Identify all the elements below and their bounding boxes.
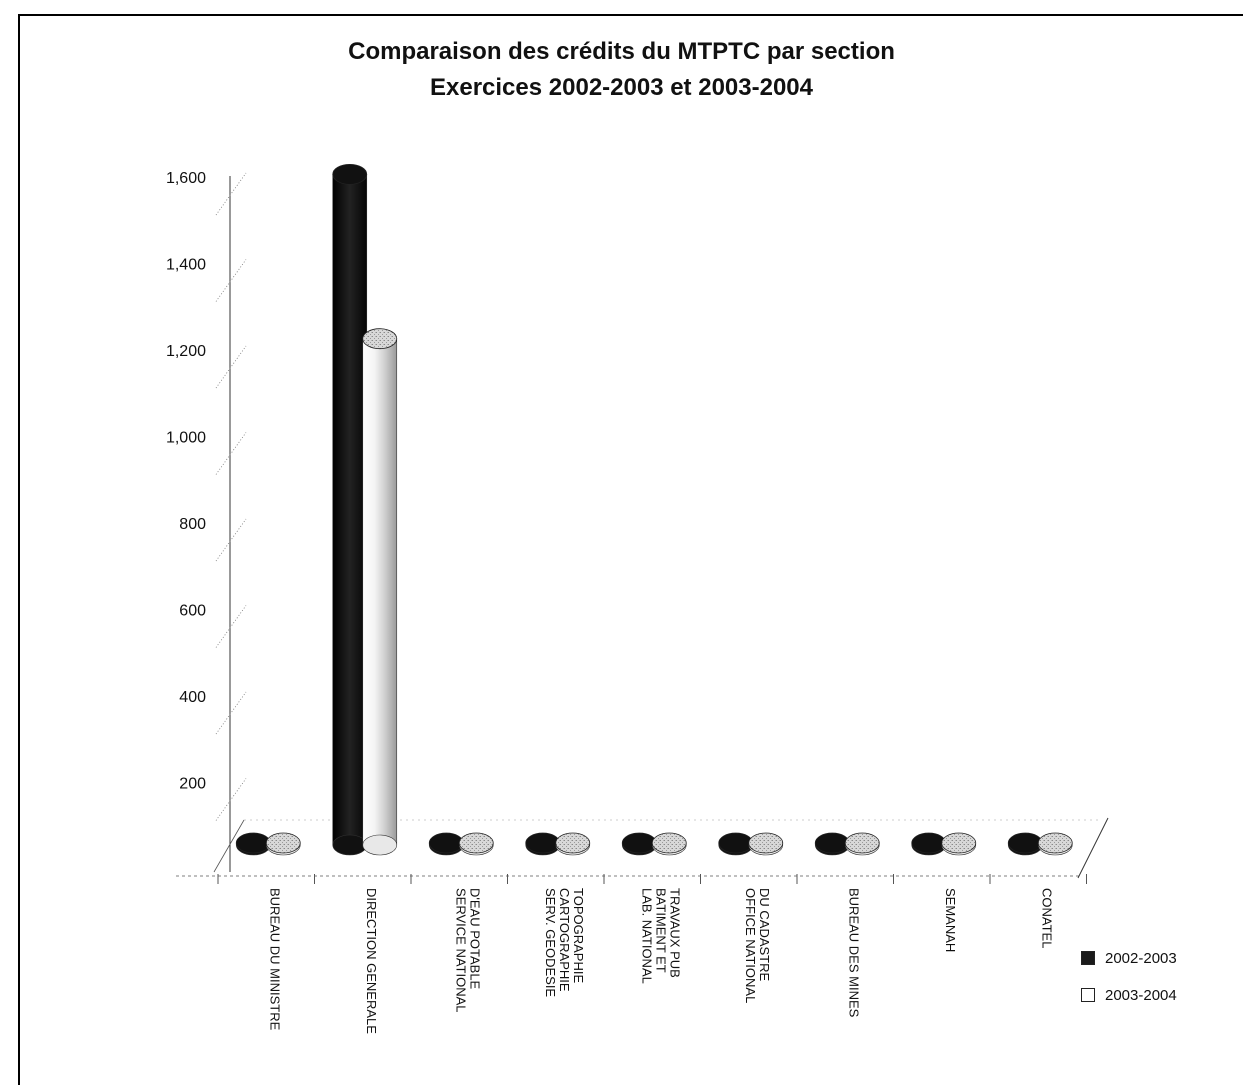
x-tick-label: TOPOGRAPHIE: [571, 888, 586, 983]
y-tick-label: 800: [179, 516, 206, 533]
bar-base-cap: [362, 834, 398, 856]
y-tick-label: 1,600: [166, 170, 206, 187]
gridline-slant: [215, 259, 247, 302]
bar-top-cap: [651, 832, 687, 854]
x-tick-label: BATIMENT ET: [653, 888, 668, 973]
x-tick-label: BUREAU DES MINES: [846, 888, 861, 1018]
bar-top-cap: [748, 832, 784, 854]
legend-item-2003-2004: 2003-2004: [1081, 987, 1177, 1004]
gridline-slant: [215, 691, 247, 735]
bar-top-cap: [814, 832, 850, 854]
bar-top-cap: [1037, 832, 1073, 854]
y-tick-label: 200: [179, 776, 206, 793]
bar-2003-2004-1: [362, 338, 398, 846]
bar-top-cap: [1007, 832, 1043, 854]
y-tick-label: 1,400: [166, 257, 206, 274]
bar-base-cap: [332, 834, 368, 856]
x-tick-label: TRAVAUX PUB: [667, 888, 682, 978]
bar-top-cap: [525, 832, 561, 854]
gridline-slant: [215, 518, 247, 562]
bar-top-cap: [941, 832, 977, 854]
floor-left-edge: [213, 819, 245, 873]
x-tick-label: D'EAU POTABLE: [467, 888, 482, 990]
y-tick-label: 600: [179, 603, 206, 620]
chart-subtitle: Exercices 2002-2003 et 2003-2004: [430, 74, 813, 101]
bar-top-cap: [428, 832, 464, 854]
gridline-slant: [215, 172, 247, 216]
legend-item-2002-2003: 2002-2003: [1081, 950, 1177, 967]
gridline-slant: [215, 432, 247, 475]
bar-2002-2003-1: [332, 174, 368, 846]
y-tick-label: 1,200: [166, 343, 206, 360]
gridline-slant: [215, 605, 247, 648]
bar-top-cap: [265, 832, 301, 854]
bar-top-cap: [621, 832, 657, 854]
bar-top-cap: [332, 163, 368, 185]
bar-top-cap: [458, 832, 494, 854]
legend-swatch-2003-2004: [1081, 988, 1095, 1002]
gridline-slant: [215, 778, 247, 821]
legend-label: 2003-2004: [1105, 987, 1177, 1004]
gridline-slant: [215, 345, 247, 389]
bar-top-cap: [911, 832, 947, 854]
x-tick-label: DU CADASTRE: [757, 888, 772, 982]
x-tick-label: CONATEL: [1039, 888, 1054, 948]
bar-top-cap: [235, 832, 271, 854]
x-tick-label: BUREAU DU MINISTRE: [267, 888, 282, 1031]
legend-label: 2002-2003: [1105, 950, 1177, 967]
bar-top-cap: [555, 832, 591, 854]
x-tick-label: CARTOGRAPHIE: [557, 888, 572, 992]
chart-title: Comparaison des crédits du MTPTC par sec…: [348, 38, 895, 65]
bar-top-cap: [718, 832, 754, 854]
y-tick-label: 1,000: [166, 430, 206, 447]
x-tick-label: OFFICE NATIONAL: [743, 888, 758, 1003]
bar-top-cap: [844, 832, 880, 854]
legend-swatch-2002-2003: [1081, 951, 1095, 965]
floor-right-edge: [1077, 817, 1109, 879]
x-tick-label: DIRECTION GENERALE: [364, 888, 379, 1034]
x-tick-label: SERV. GEODESIE: [543, 888, 558, 997]
x-tick-label: SERVICE NATIONAL: [453, 888, 468, 1013]
x-tick-label: SEMANAH: [943, 888, 958, 952]
x-tick-label: LAB. NATIONAL: [639, 888, 654, 984]
bar-top-cap: [362, 328, 398, 350]
y-tick-label: 400: [179, 689, 206, 706]
chart-frame: [18, 14, 1243, 1085]
